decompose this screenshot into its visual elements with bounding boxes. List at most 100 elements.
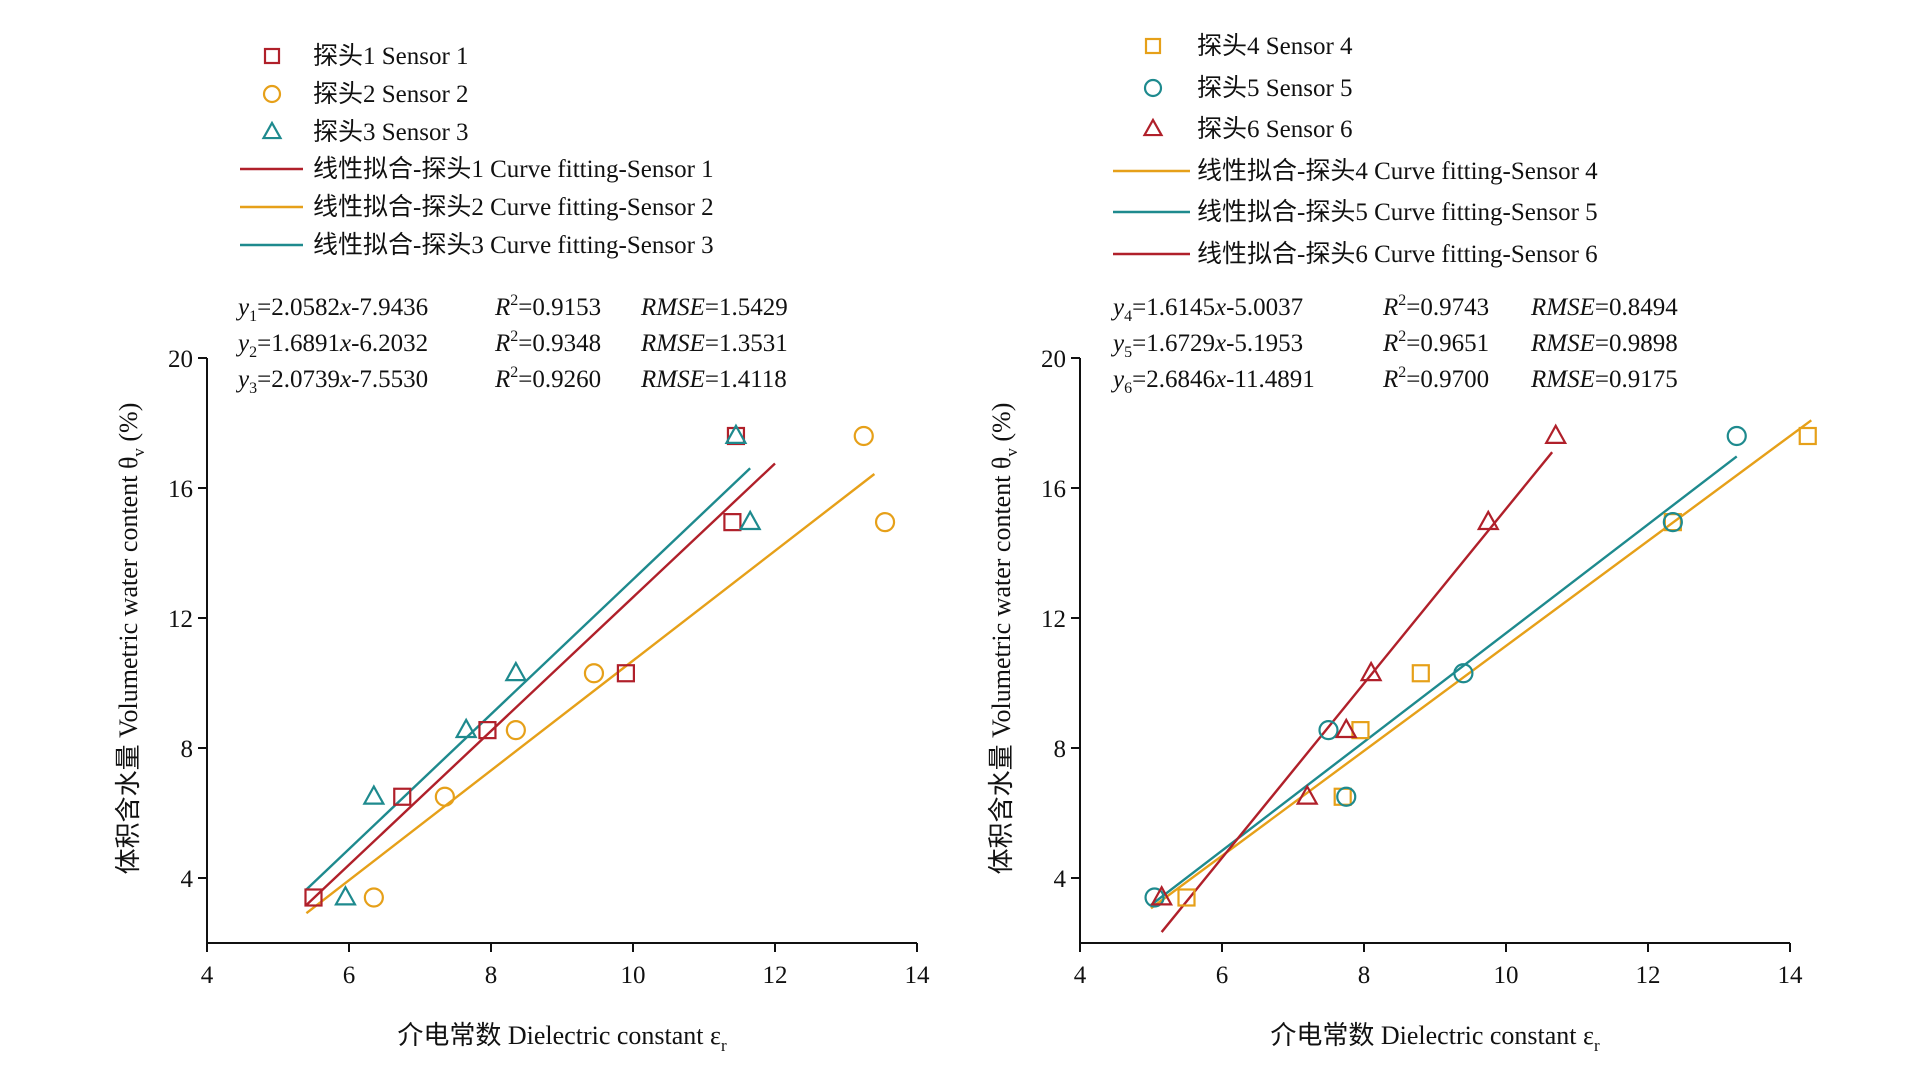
eq-sub: 6	[1124, 380, 1132, 397]
x-tick-label: 14	[1778, 962, 1804, 989]
data-point	[1544, 423, 1568, 444]
fit-line-3	[305, 467, 751, 891]
data-point	[874, 512, 896, 533]
eq-rmse-value: =1.4118	[705, 366, 787, 393]
eq-r2-symbol: R	[494, 366, 510, 393]
legend-label: 线性拟合-探头5 Curve fitting-Sensor 5	[1197, 198, 1598, 226]
legend: 探头4 Sensor 4 探头5 Sensor 5 探头6 Sensor 6 线性拟合…	[1113, 32, 1598, 268]
data-point	[304, 888, 323, 907]
eq-y: y	[235, 294, 250, 321]
y-axis-label: 体积含水量 Volumetric water content θv (%)	[114, 403, 148, 875]
data-point	[362, 784, 386, 805]
equation-rmse: RMSE=0.9175	[1530, 366, 1678, 393]
eq-slope: =2.0739	[257, 366, 340, 393]
data-point	[1336, 786, 1357, 807]
x-tick-label: 14	[905, 962, 931, 989]
y-axis-label-unit: (%)	[987, 403, 1016, 448]
eq-intercept: -7.9436	[351, 294, 428, 321]
data-point	[1411, 664, 1430, 683]
fit-line-6	[1160, 451, 1554, 933]
y-tick-label: 20	[168, 346, 193, 373]
data-point	[1476, 509, 1500, 531]
y-axis-label-main: 体积含水量 Volumetric water content θ	[114, 457, 143, 875]
y-tick-label: 4	[1054, 866, 1067, 893]
equation-r2: R2=0.9700	[1382, 364, 1489, 393]
equation-rmse: RMSE=0.8494	[1530, 294, 1678, 321]
eq-y: y	[1110, 366, 1125, 393]
legend: 探头1 Sensor 1 探头2 Sensor 2 探头3 Sensor 3 线性拟合…	[240, 42, 714, 259]
eq-sub: 5	[1124, 344, 1132, 361]
eq-rmse-symbol: RMSE	[640, 294, 705, 321]
legend-label: 线性拟合-探头4 Curve fitting-Sensor 4	[1197, 157, 1598, 185]
data-point	[504, 660, 528, 682]
data-point	[1359, 660, 1383, 682]
data-point	[724, 423, 748, 444]
equation-r2: R2=0.9651	[1382, 328, 1489, 357]
equation-r2: R2=0.9743	[1382, 292, 1489, 321]
equation-formula: y5=1.6729x-5.1953	[1110, 330, 1303, 361]
data-point	[363, 887, 384, 908]
x-tick-label: 6	[343, 962, 356, 989]
x-tick-label: 8	[1358, 962, 1371, 989]
eq-r2-sup: 2	[510, 328, 518, 345]
x-axis-label: 介电常数 Dielectric constant εr	[397, 1021, 727, 1055]
eq-rmse-value: =0.9898	[1595, 330, 1678, 357]
data-point	[1150, 885, 1174, 906]
fit-line-5	[1150, 455, 1738, 906]
eq-rmse-symbol: RMSE	[640, 330, 705, 357]
eq-r2-symbol: R	[1382, 330, 1398, 357]
y-axis-label-main: 体积含水量 Volumetric water content θ	[987, 457, 1016, 875]
data-point	[1295, 784, 1319, 805]
eq-r2-symbol: R	[1382, 366, 1398, 393]
eq-rmse-value: =1.5429	[705, 294, 788, 321]
eq-intercept: -6.2032	[351, 330, 428, 357]
legend-label: 探头5 Sensor 5	[1197, 74, 1353, 102]
equation-formula: y3=2.0739x-7.5530	[235, 366, 428, 397]
data-point	[1662, 512, 1683, 533]
eq-slope: =1.6729	[1132, 330, 1215, 357]
equation-rmse: RMSE=1.5429	[640, 294, 788, 321]
eq-y: y	[1110, 330, 1125, 357]
y-axis-label-unit: (%)	[114, 403, 143, 448]
equation-formula: y6=2.6846x-11.4891	[1110, 366, 1315, 397]
y-tick-label: 16	[1041, 476, 1066, 503]
data-point	[1726, 425, 1747, 447]
eq-rmse-value: =0.8494	[1595, 294, 1678, 321]
eq-r2-sup: 2	[1398, 328, 1406, 345]
eq-r2-value: =0.9743	[1406, 294, 1489, 321]
data-point	[334, 885, 357, 906]
eq-r2-symbol: R	[494, 294, 510, 321]
fit-line-2	[305, 473, 876, 915]
data-point	[723, 513, 742, 532]
legend-marker	[262, 84, 282, 104]
eq-y: y	[235, 330, 250, 357]
fit-line-4	[1150, 419, 1813, 910]
fit-line-1	[305, 462, 776, 906]
eq-slope: =1.6891	[257, 330, 340, 357]
eq-r2-symbol: R	[1382, 294, 1398, 321]
eq-r2-value: =0.9651	[1406, 330, 1489, 357]
data-point	[434, 786, 455, 807]
eq-slope: =2.0582	[257, 294, 340, 321]
x-tick-label: 4	[1074, 962, 1087, 989]
x-tick-label: 4	[201, 962, 214, 989]
x-tick-label: 8	[485, 962, 498, 989]
eq-sub: 2	[249, 344, 257, 361]
data-point	[583, 663, 605, 684]
eq-r2-sup: 2	[1398, 364, 1406, 381]
data-point	[616, 664, 636, 683]
y-axis-label-sub: v	[1002, 448, 1021, 457]
data-point	[1318, 720, 1339, 741]
eq-r2-value: =0.9700	[1406, 366, 1489, 393]
eq-sub: 3	[249, 380, 257, 397]
legend-marker	[263, 47, 281, 65]
equation-rmse: RMSE=0.9898	[1530, 330, 1678, 357]
y-tick-label: 12	[1041, 606, 1066, 633]
x-tick-label: 10	[1494, 962, 1519, 989]
equation-formula: y4=1.6145x-5.0037	[1110, 294, 1303, 325]
x-axis-label-main: 介电常数 Dielectric constant ε	[1270, 1021, 1594, 1050]
eq-x: x	[1214, 294, 1226, 321]
eq-rmse-symbol: RMSE	[1530, 366, 1595, 393]
legend-label: 探头4 Sensor 4	[1197, 32, 1353, 60]
